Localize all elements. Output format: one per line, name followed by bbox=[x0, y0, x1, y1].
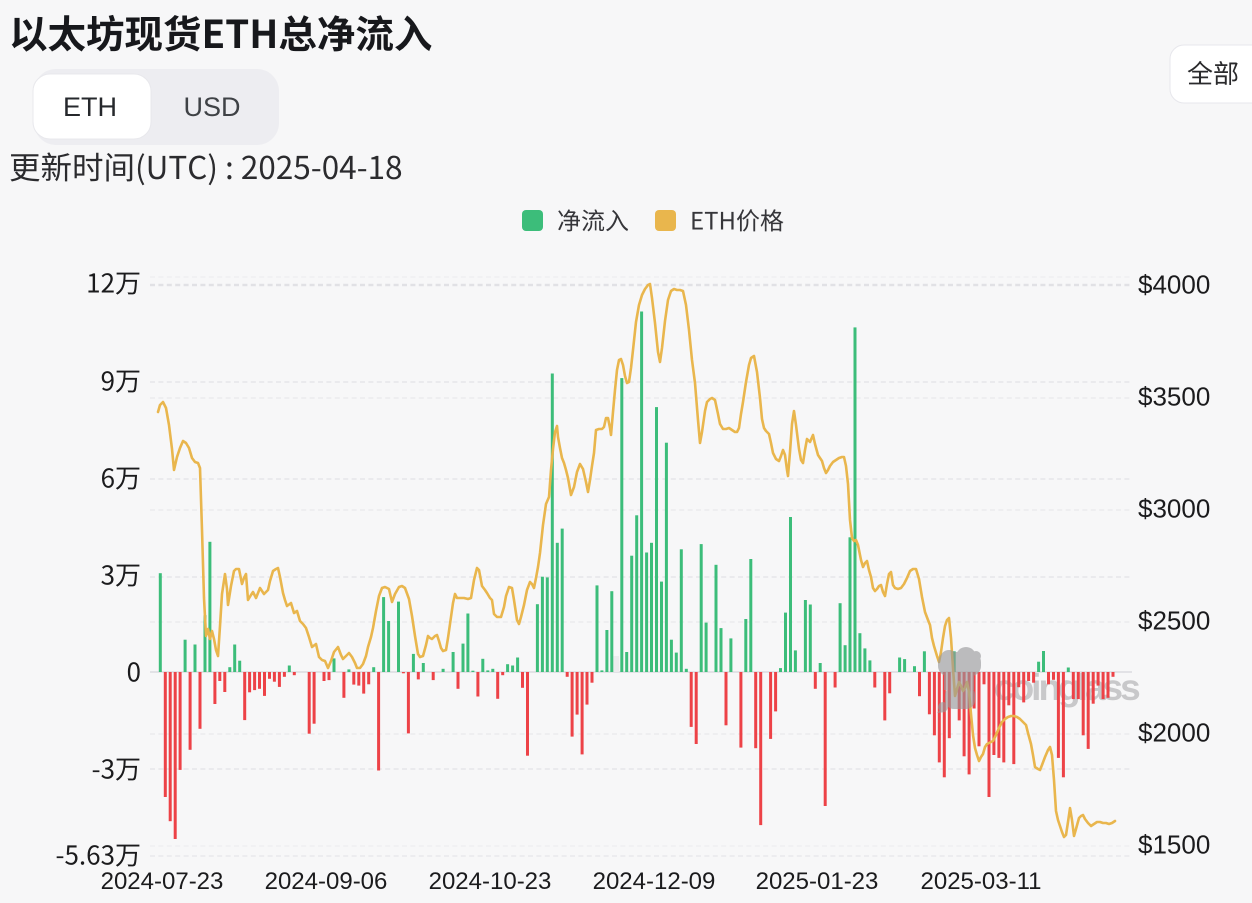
svg-text:$1500: $1500 bbox=[1138, 830, 1210, 860]
svg-text:ETH: ETH bbox=[63, 92, 117, 122]
svg-text:$3500: $3500 bbox=[1138, 382, 1210, 412]
svg-text:2024-12-09: 2024-12-09 bbox=[593, 868, 716, 895]
svg-text:$2500: $2500 bbox=[1138, 606, 1210, 636]
svg-text:$3000: $3000 bbox=[1138, 494, 1210, 524]
svg-text:2024-09-06: 2024-09-06 bbox=[265, 868, 388, 895]
svg-text:2025-03-11: 2025-03-11 bbox=[921, 868, 1042, 895]
svg-text:USD: USD bbox=[183, 92, 240, 122]
svg-text:2024-07-23: 2024-07-23 bbox=[101, 868, 224, 895]
svg-text:$2000: $2000 bbox=[1138, 718, 1210, 748]
svg-text:coinglass: coinglass bbox=[994, 667, 1140, 708]
svg-text:2024-10-23: 2024-10-23 bbox=[429, 868, 552, 895]
svg-text:2025-01-23: 2025-01-23 bbox=[756, 868, 879, 895]
svg-text:$4000: $4000 bbox=[1138, 270, 1210, 300]
